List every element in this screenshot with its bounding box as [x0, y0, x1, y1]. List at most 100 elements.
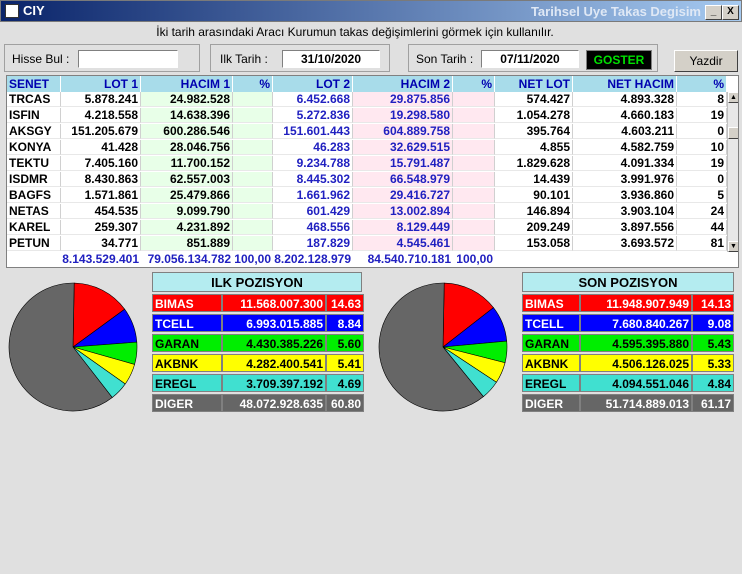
- cell-hacim2[interactable]: 19.298.580: [353, 108, 453, 123]
- cell-hacim2[interactable]: 8.129.449: [353, 220, 453, 235]
- cell-lot1[interactable]: 1.571.861: [61, 188, 141, 203]
- cell-net-lot[interactable]: 14.439: [495, 172, 573, 187]
- cell-pct3[interactable]: 44: [677, 220, 727, 235]
- cell-pct3[interactable]: 5: [677, 188, 727, 203]
- cell-pct1[interactable]: [233, 92, 273, 107]
- cell-senet[interactable]: TEKTU: [7, 156, 61, 171]
- cell-senet[interactable]: KONYA: [7, 140, 61, 155]
- cell-hacim1[interactable]: 4.231.892: [141, 220, 233, 235]
- cell-lot2[interactable]: 8.445.302: [273, 172, 353, 187]
- cell-senet[interactable]: NETAS: [7, 204, 61, 219]
- cell-pct1[interactable]: [233, 172, 273, 187]
- cell-net-hacim[interactable]: 4.603.211: [573, 124, 677, 139]
- cell-pct1[interactable]: [233, 156, 273, 171]
- cell-senet[interactable]: AKSGY: [7, 124, 61, 139]
- cell-hacim1[interactable]: 11.700.152: [141, 156, 233, 171]
- header-pct1[interactable]: %: [233, 76, 273, 92]
- cell-pct3[interactable]: 10: [677, 140, 727, 155]
- yazdir-button[interactable]: Yazdir: [674, 50, 738, 72]
- header-pct3[interactable]: %: [677, 76, 727, 92]
- cell-lot1[interactable]: 34.771: [61, 236, 141, 251]
- cell-lot1[interactable]: 259.307: [61, 220, 141, 235]
- cell-net-hacim[interactable]: 4.660.183: [573, 108, 677, 123]
- search-input[interactable]: [78, 50, 178, 68]
- cell-lot2[interactable]: 187.829: [273, 236, 353, 251]
- cell-net-lot[interactable]: 90.101: [495, 188, 573, 203]
- header-net-lot[interactable]: NET LOT: [495, 76, 573, 92]
- cell-pct3[interactable]: 0: [677, 124, 727, 139]
- cell-pct2[interactable]: [453, 140, 495, 155]
- cell-net-hacim[interactable]: 4.091.334: [573, 156, 677, 171]
- cell-hacim1[interactable]: 14.638.396: [141, 108, 233, 123]
- cell-lot2[interactable]: 6.452.668: [273, 92, 353, 107]
- cell-lot2[interactable]: 46.283: [273, 140, 353, 155]
- cell-pct1[interactable]: [233, 220, 273, 235]
- cell-lot1[interactable]: 4.218.558: [61, 108, 141, 123]
- cell-senet[interactable]: BAGFS: [7, 188, 61, 203]
- cell-net-lot[interactable]: 146.894: [495, 204, 573, 219]
- cell-net-hacim[interactable]: 3.936.860: [573, 188, 677, 203]
- cell-hacim1[interactable]: 9.099.790: [141, 204, 233, 219]
- cell-hacim1[interactable]: 28.046.756: [141, 140, 233, 155]
- data-grid[interactable]: ▲ ▼ SENET LOT 1 HACIM 1% LOT 2 HACIM 2% NET L…: [6, 75, 739, 268]
- cell-pct3[interactable]: 8: [677, 92, 727, 107]
- cell-pct1[interactable]: [233, 236, 273, 251]
- cell-net-hacim[interactable]: 3.903.104: [573, 204, 677, 219]
- cell-pct2[interactable]: [453, 156, 495, 171]
- cell-pct3[interactable]: 19: [677, 156, 727, 171]
- cell-lot1[interactable]: 5.878.241: [61, 92, 141, 107]
- cell-pct2[interactable]: [453, 220, 495, 235]
- cell-hacim2[interactable]: 604.889.758: [353, 124, 453, 139]
- cell-pct3[interactable]: 0: [677, 172, 727, 187]
- cell-pct1[interactable]: [233, 188, 273, 203]
- header-hacim2[interactable]: HACIM 2: [353, 76, 453, 92]
- cell-lot1[interactable]: 41.428: [61, 140, 141, 155]
- cell-pct2[interactable]: [453, 124, 495, 139]
- vertical-scrollbar[interactable]: ▲ ▼: [727, 92, 738, 252]
- cell-net-hacim[interactable]: 3.693.572: [573, 236, 677, 251]
- cell-lot2[interactable]: 9.234.788: [273, 156, 353, 171]
- cell-lot2[interactable]: 601.429: [273, 204, 353, 219]
- cell-senet[interactable]: ISFIN: [7, 108, 61, 123]
- cell-lot2[interactable]: 151.601.443: [273, 124, 353, 139]
- cell-hacim1[interactable]: 62.557.003: [141, 172, 233, 187]
- cell-hacim2[interactable]: 4.545.461: [353, 236, 453, 251]
- header-senet[interactable]: SENET: [7, 76, 61, 92]
- cell-pct1[interactable]: [233, 204, 273, 219]
- end-date-field[interactable]: 07/11/2020: [481, 50, 579, 68]
- minimize-button[interactable]: _: [705, 5, 722, 20]
- close-button[interactable]: X: [722, 5, 739, 20]
- cell-pct2[interactable]: [453, 204, 495, 219]
- start-date-field[interactable]: 31/10/2020: [282, 50, 380, 68]
- goster-button[interactable]: GOSTER: [586, 50, 652, 70]
- cell-pct3[interactable]: 81: [677, 236, 727, 251]
- cell-lot1[interactable]: 8.430.863: [61, 172, 141, 187]
- cell-hacim2[interactable]: 13.002.894: [353, 204, 453, 219]
- cell-senet[interactable]: PETUN: [7, 236, 61, 251]
- cell-hacim1[interactable]: 851.889: [141, 236, 233, 251]
- cell-pct2[interactable]: [453, 108, 495, 123]
- scroll-up-icon[interactable]: ▲: [728, 92, 738, 103]
- cell-hacim2[interactable]: 29.875.856: [353, 92, 453, 107]
- scroll-thumb[interactable]: [728, 127, 738, 139]
- cell-net-lot[interactable]: 209.249: [495, 220, 573, 235]
- header-lot2[interactable]: LOT 2: [273, 76, 353, 92]
- cell-pct1[interactable]: [233, 124, 273, 139]
- cell-lot1[interactable]: 7.405.160: [61, 156, 141, 171]
- cell-net-hacim[interactable]: 3.897.556: [573, 220, 677, 235]
- cell-lot2[interactable]: 1.661.962: [273, 188, 353, 203]
- scroll-down-icon[interactable]: ▼: [728, 241, 738, 252]
- cell-lot2[interactable]: 468.556: [273, 220, 353, 235]
- cell-pct2[interactable]: [453, 92, 495, 107]
- cell-hacim2[interactable]: 15.791.487: [353, 156, 453, 171]
- cell-lot1[interactable]: 454.535: [61, 204, 141, 219]
- cell-pct3[interactable]: 19: [677, 108, 727, 123]
- cell-hacim1[interactable]: 24.982.528: [141, 92, 233, 107]
- cell-net-hacim[interactable]: 4.582.759: [573, 140, 677, 155]
- cell-lot2[interactable]: 5.272.836: [273, 108, 353, 123]
- header-hacim1[interactable]: HACIM 1: [141, 76, 233, 92]
- header-net-hacim[interactable]: NET HACIM: [573, 76, 677, 92]
- cell-net-hacim[interactable]: 4.893.328: [573, 92, 677, 107]
- cell-lot1[interactable]: 151.205.679: [61, 124, 141, 139]
- cell-net-lot[interactable]: 574.427: [495, 92, 573, 107]
